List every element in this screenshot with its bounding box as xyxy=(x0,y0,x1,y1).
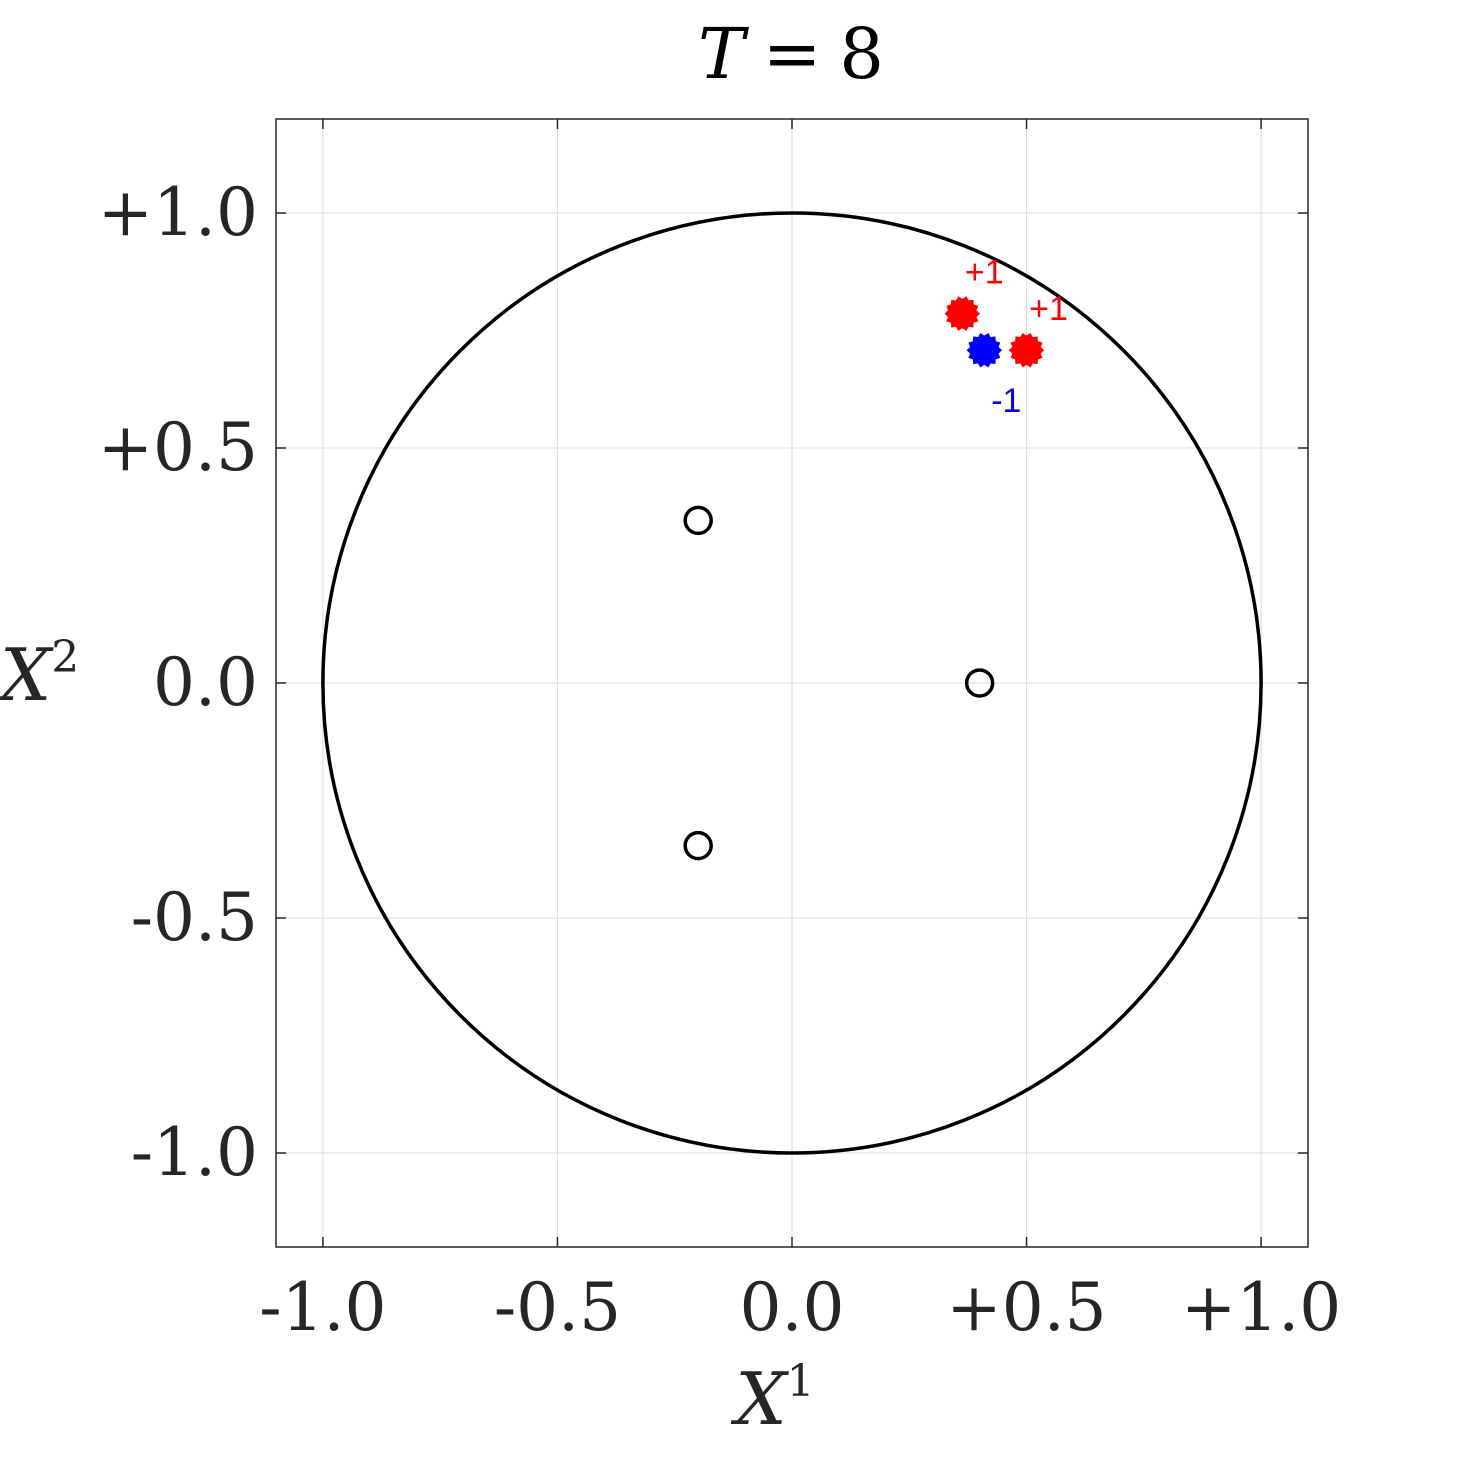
x-tick-labels: -1.0 -0.5 0.0 +0.5 +1.0 xyxy=(259,1269,1341,1346)
y-tick-labels: -1.0 -0.5 0.0 +0.5 +1.0 xyxy=(98,174,258,1191)
open-circle-marker xyxy=(964,668,995,698)
plot-area-frame xyxy=(275,118,1309,1248)
y-axis-label: X2 xyxy=(0,632,79,717)
x-tick-label: -0.5 xyxy=(494,1269,621,1346)
data-layer: +1 +1 -1 xyxy=(321,211,1263,1155)
unit-circle xyxy=(321,211,1263,1155)
x-tick-label: +1.0 xyxy=(1181,1269,1341,1346)
y-tick-label: -1.0 xyxy=(131,1114,258,1191)
charge-marker xyxy=(944,296,981,331)
axis-ticks xyxy=(276,119,1308,1247)
x-tick-label: -1.0 xyxy=(259,1269,386,1346)
x-tick-label: 0.0 xyxy=(740,1269,845,1346)
y-tick-label: -0.5 xyxy=(131,879,258,956)
y-tick-label: 0.0 xyxy=(153,644,258,721)
y-tick-label: +1.0 xyxy=(98,174,258,251)
charge-label: +1 xyxy=(965,254,1004,292)
y-tick-label: +0.5 xyxy=(98,409,258,486)
x-tick-label: +0.5 xyxy=(946,1269,1106,1346)
charge-marker xyxy=(966,332,1003,368)
grid xyxy=(276,119,1308,1247)
x-axis-label: X1 xyxy=(730,1356,814,1441)
charge-marker xyxy=(1008,332,1045,368)
open-circle-marker xyxy=(683,505,713,536)
chart-title: T = 8 xyxy=(698,13,884,95)
charge-label: -1 xyxy=(991,382,1021,420)
open-circle-marker xyxy=(683,830,713,861)
charge-label: +1 xyxy=(1029,290,1068,328)
